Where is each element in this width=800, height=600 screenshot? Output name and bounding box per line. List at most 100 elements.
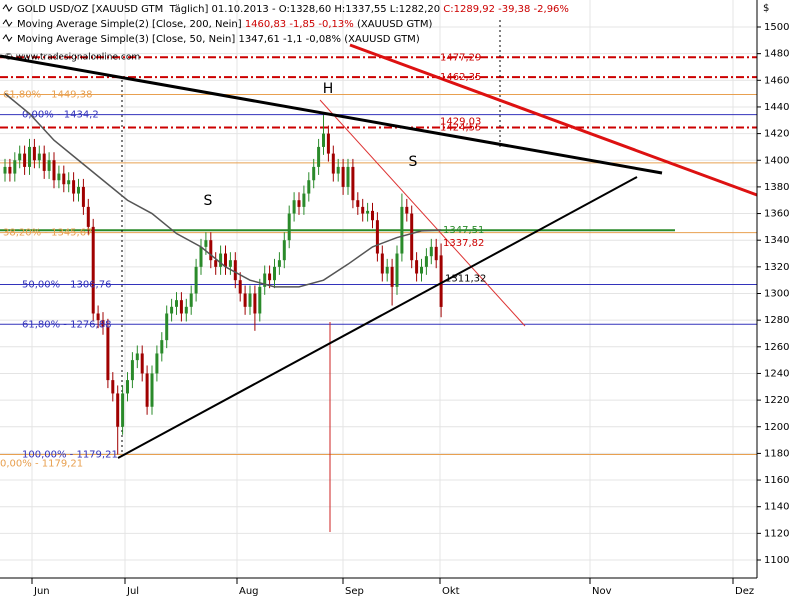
candle-body [248, 293, 252, 307]
candle-body [42, 153, 46, 171]
candle-body [331, 153, 335, 174]
trend-line [117, 176, 638, 459]
trend-line [349, 43, 758, 197]
candle-body [429, 246, 433, 257]
candle-body [366, 210, 370, 214]
y-tick-label: 1220 [764, 395, 789, 406]
candle-body [28, 146, 31, 167]
level-note: 1337,82 [443, 238, 484, 249]
candle-body [67, 180, 71, 185]
candle-body [214, 260, 218, 267]
legend-icon [2, 4, 13, 12]
candle-body [13, 160, 17, 174]
candle-body [390, 266, 394, 287]
y-tick-label: 1320 [764, 262, 789, 273]
candle-body [243, 293, 247, 307]
level-label: 61,80% - 1449,38 [3, 89, 92, 100]
candle-body [238, 280, 242, 294]
candles [3, 114, 443, 455]
candle-body [336, 166, 340, 174]
level-label: 1347,51 [443, 225, 484, 236]
candle-body [282, 240, 286, 261]
y-tick-label: 1140 [764, 502, 789, 513]
candle-body [52, 160, 56, 181]
candle-body [57, 173, 61, 181]
candle-body [297, 200, 301, 207]
candle-body [415, 260, 419, 274]
candle-body [346, 166, 350, 187]
level-label: 1477,29 [440, 52, 481, 63]
candle-body [400, 206, 404, 254]
y-tick-label: 1240 [764, 368, 789, 379]
legend-text: 1460,83 -1,85 -0,13% [245, 19, 354, 30]
legend-text: C:1289,92 -39,38 -2,96% [443, 4, 569, 15]
candle-body [420, 266, 423, 274]
x-tick-label: Aug [239, 586, 259, 597]
candle-body [405, 206, 409, 214]
y-tick-label: 1380 [764, 182, 789, 193]
candle-body [287, 213, 291, 241]
y-tick-label: 1160 [764, 475, 789, 486]
candle-body [209, 240, 213, 261]
level-label: 50,00% - 1306,76 [22, 279, 111, 290]
candle-body [32, 146, 36, 161]
trend-line [319, 99, 526, 327]
candle-body [361, 206, 365, 214]
candle-body [130, 360, 134, 381]
y-tick-label: 1420 [764, 129, 789, 140]
y-tick-label: 1200 [764, 422, 789, 433]
pattern-label: H [323, 81, 334, 97]
candle-body [160, 340, 164, 354]
candle-body [77, 186, 80, 194]
candle-body [258, 286, 262, 314]
x-tick-label: Nov [592, 586, 612, 597]
candle-body [268, 273, 272, 281]
level-label: 1424,55 [440, 123, 481, 134]
candle-body [204, 240, 208, 247]
candle-body [439, 255, 443, 307]
candle-body [3, 166, 7, 174]
candle-body [96, 313, 100, 321]
x-tick-label: Dez [735, 586, 754, 597]
candle-body [371, 210, 374, 221]
candle-body [179, 300, 183, 314]
level-label: 38,20% - 1345,67 [3, 228, 92, 239]
levels [0, 56, 757, 455]
candle-body [116, 393, 120, 427]
legend-line: Moving Average Simple(3) [Close, 50, Nei… [17, 34, 420, 45]
level-note: 1311,32 [445, 273, 486, 284]
candle-body [424, 256, 428, 267]
y-tick-label: 1360 [764, 209, 789, 220]
y-tick-label: 1480 [764, 49, 789, 60]
level-note: 1429,03 [440, 117, 481, 128]
candle-body [375, 220, 379, 254]
pattern-label: S [409, 154, 418, 170]
candle-body [170, 306, 174, 314]
legend-icon [2, 19, 13, 27]
legend-icon [2, 34, 13, 42]
candle-body [312, 166, 316, 181]
legend-text: GOLD USD/OZ [XAUUSD GTM Täglich] 01.10.2… [17, 4, 443, 15]
legend-text: Moving Average Simple(3) [Close, 50, Nei… [17, 34, 420, 45]
level-label: 61,80% - 1276,88 [22, 319, 111, 330]
candle-body [8, 166, 12, 174]
candle-body [47, 160, 51, 171]
candle-body [199, 246, 203, 267]
y-tick-label: 1280 [764, 315, 789, 326]
candle-body [106, 326, 110, 381]
candle-body [253, 293, 257, 314]
candle-body [317, 146, 321, 167]
candle-body [341, 166, 345, 187]
candle-body [189, 293, 193, 307]
level-label: 100,00% - 1179,21 [22, 449, 118, 460]
candle-body [356, 200, 360, 207]
candle-body [228, 260, 232, 267]
y-tick-label: 1260 [764, 342, 789, 353]
candle-body [410, 213, 414, 261]
x-tick-label: Jul [126, 586, 139, 597]
y-tick-label: 1340 [764, 235, 789, 246]
y-tick-label: 1180 [764, 448, 789, 459]
candle-body [277, 260, 281, 267]
candle-body [37, 153, 41, 161]
